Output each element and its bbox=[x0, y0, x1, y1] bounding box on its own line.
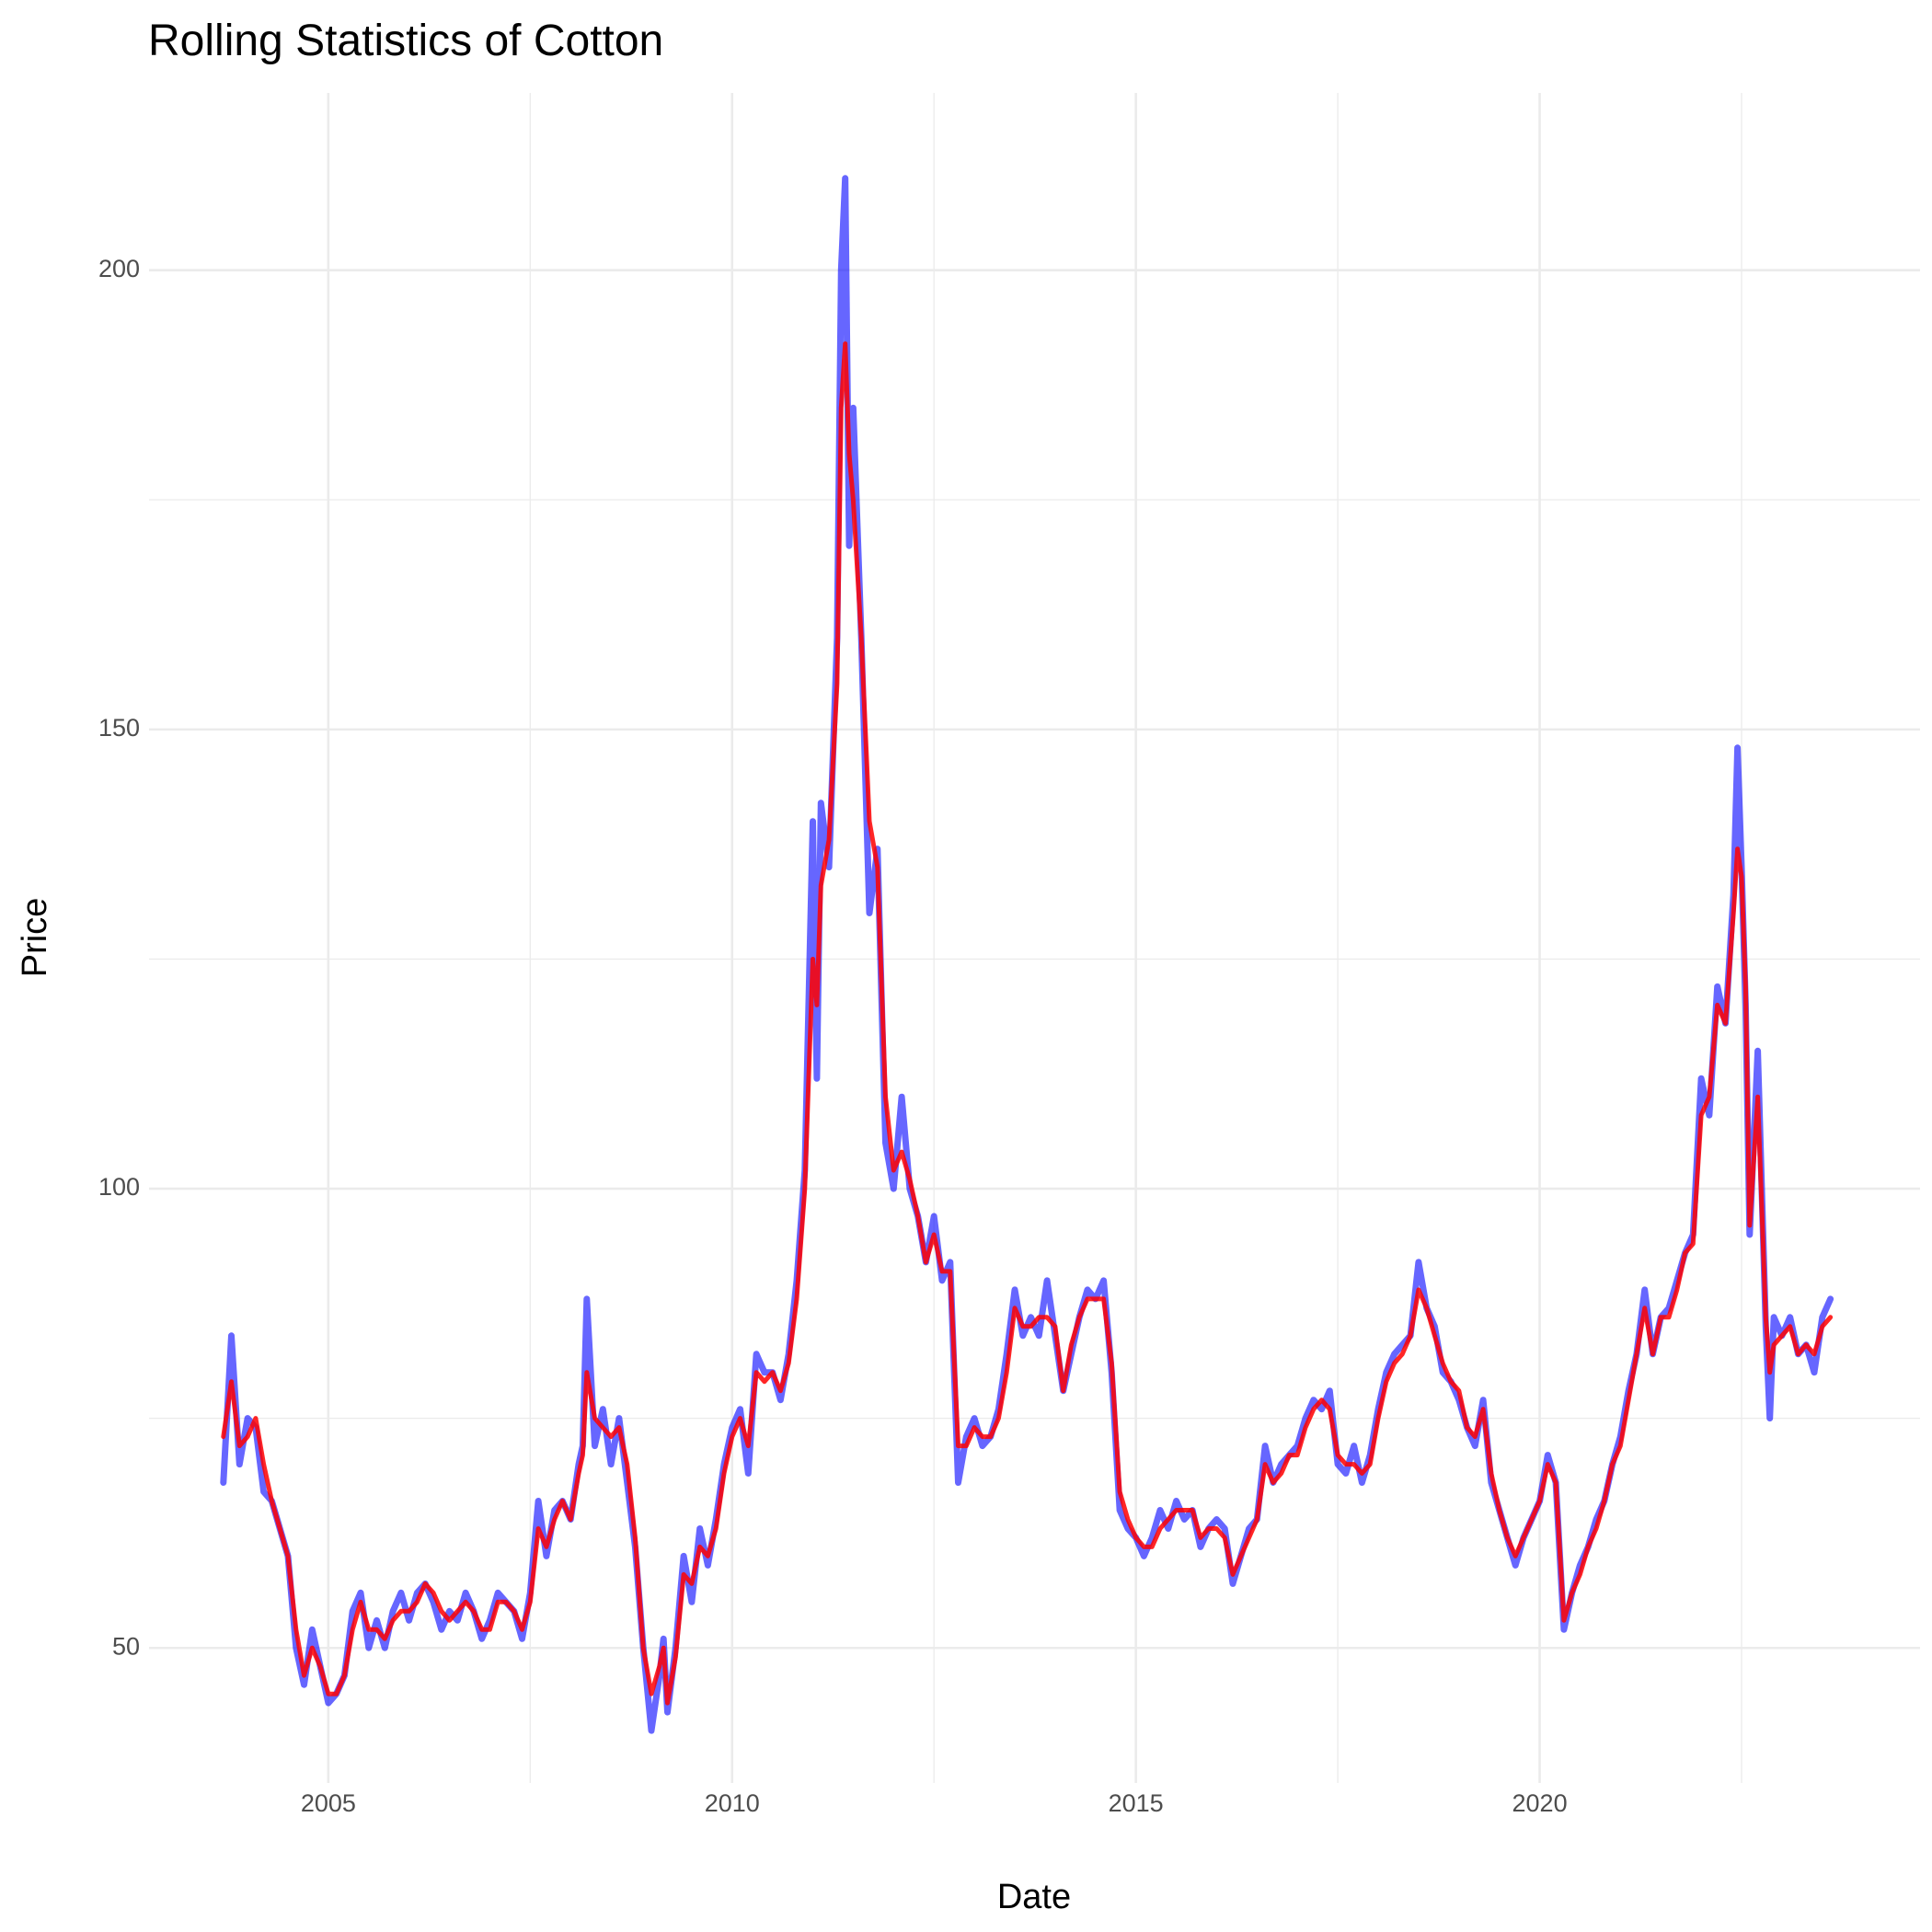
x-tick-label: 2010 bbox=[705, 1789, 760, 1817]
x-axis-title: Date bbox=[997, 1878, 1071, 1916]
y-tick-label: 50 bbox=[112, 1632, 140, 1660]
x-tick-label: 2020 bbox=[1512, 1789, 1568, 1817]
y-axis-title: Price bbox=[16, 898, 54, 978]
x-tick-label: 2005 bbox=[301, 1789, 356, 1817]
y-tick-label: 200 bbox=[98, 255, 140, 282]
y-tick-label: 150 bbox=[98, 714, 140, 742]
x-tick-label: 2015 bbox=[1109, 1789, 1164, 1817]
y-tick-label: 100 bbox=[98, 1173, 140, 1201]
series-line bbox=[221, 341, 1834, 1706]
series-line bbox=[220, 175, 1834, 1734]
chart-title: Rolling Statistics of Cotton bbox=[148, 17, 663, 65]
